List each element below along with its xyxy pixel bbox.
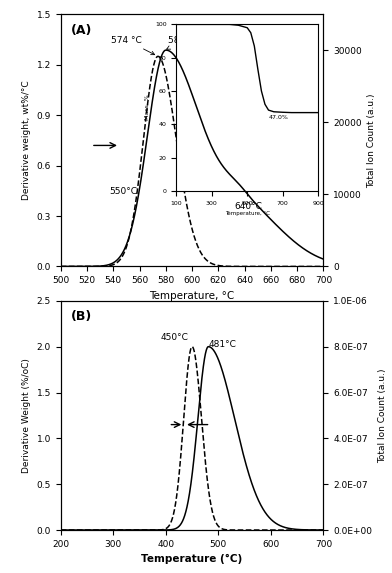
- Y-axis label: Derivative weight, wt%/°C: Derivative weight, wt%/°C: [22, 81, 31, 200]
- Text: 481°C: 481°C: [209, 340, 236, 348]
- Text: (B): (B): [71, 310, 93, 323]
- X-axis label: Temperature, °C: Temperature, °C: [149, 291, 235, 301]
- Text: 640°C: 640°C: [234, 202, 262, 211]
- Y-axis label: Total Ion Count (a.u.): Total Ion Count (a.u.): [377, 368, 387, 462]
- Text: 580 °C: 580 °C: [167, 36, 199, 49]
- Text: 550°C: 550°C: [109, 187, 137, 196]
- Text: 450°C: 450°C: [161, 333, 189, 342]
- X-axis label: Temperature (°C): Temperature (°C): [142, 554, 243, 564]
- Y-axis label: Derivative Weight (%/oC): Derivative Weight (%/oC): [22, 358, 31, 473]
- Text: (A): (A): [71, 25, 93, 37]
- Text: 574 °C: 574 °C: [111, 36, 154, 54]
- Y-axis label: Total Ion Count (a.u.): Total Ion Count (a.u.): [367, 93, 376, 187]
